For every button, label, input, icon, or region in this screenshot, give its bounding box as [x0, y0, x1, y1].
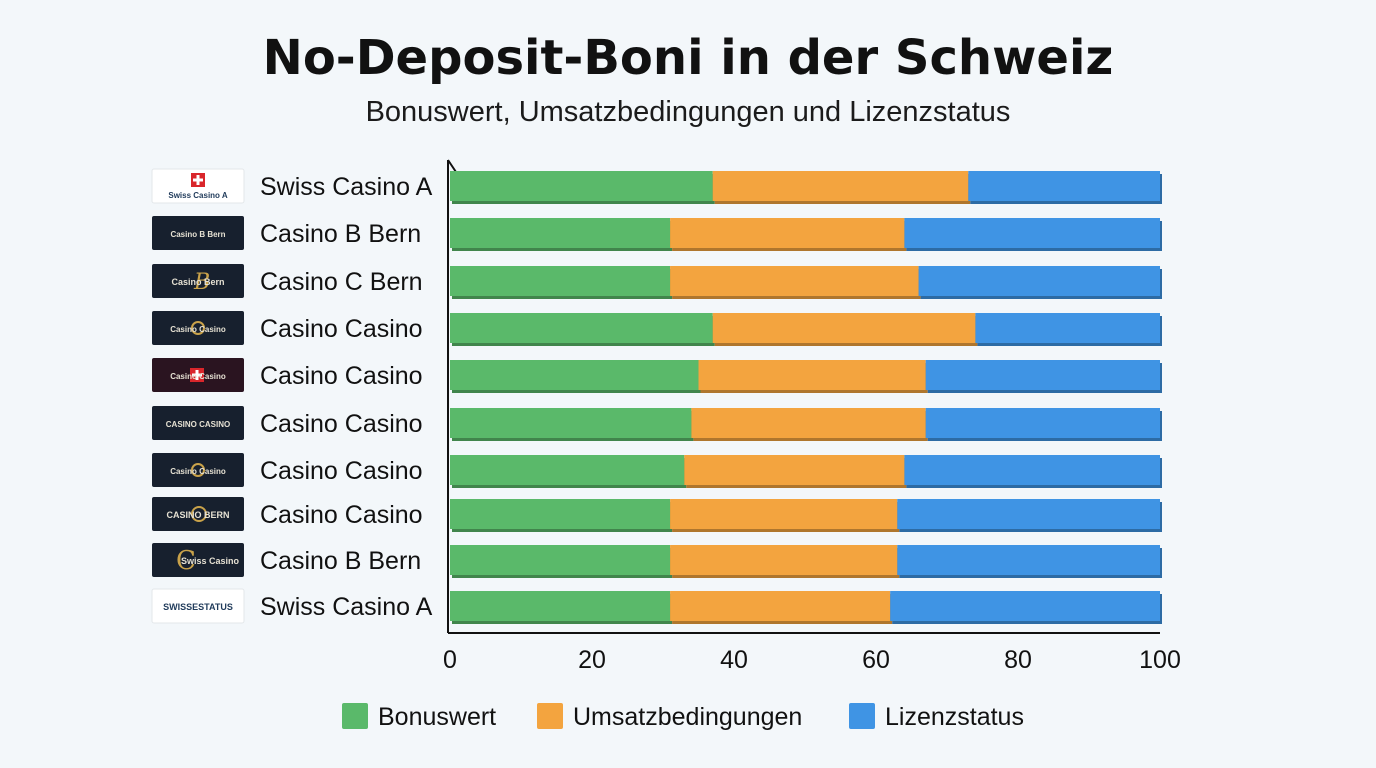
category-label: Casino Casino	[260, 410, 423, 438]
bar-segment-lizenzstatus	[968, 171, 1160, 201]
category-label: Casino Casino	[260, 362, 423, 390]
bar-segment-lizenzstatus	[904, 455, 1160, 485]
category-label: Casino Casino	[260, 501, 423, 529]
casino-logo	[152, 264, 244, 298]
chart-title: No-Deposit-Boni in der Schweiz	[262, 30, 1114, 86]
bar-segment-bonuswert	[450, 408, 692, 438]
category-label: Casino Casino	[260, 315, 423, 343]
bar-segment-lizenzstatus	[897, 545, 1160, 575]
casino-logo-text: Casino B Bern	[170, 230, 225, 239]
bar-segment-lizenzstatus	[925, 408, 1160, 438]
c-monogram-icon: C	[176, 546, 196, 576]
casino-logo-text: CASINO BERN	[166, 510, 229, 520]
category-label: Casino Casino	[260, 457, 423, 485]
casino-logo-text: Casino Casino	[170, 372, 226, 381]
x-tick-label: 40	[720, 646, 748, 674]
bar-segment-bonuswert	[450, 171, 713, 201]
casino-logo-text: Swiss Casino	[181, 556, 240, 566]
emblem-icon	[191, 321, 205, 335]
x-tick-label: 100	[1139, 646, 1181, 674]
swiss-cross-bar	[196, 175, 200, 185]
casino-logo	[152, 543, 244, 577]
casino-logo	[152, 216, 244, 250]
x-tick-label: 80	[1004, 646, 1032, 674]
category-label: Swiss Casino A	[260, 593, 433, 621]
y-axis-cap	[447, 159, 457, 173]
bar-segment-umsatzbedingungen	[670, 499, 898, 529]
legend-label: Umsatzbedingungen	[573, 703, 802, 731]
bar-segment-bonuswert	[450, 218, 671, 248]
emblem-icon	[191, 463, 205, 477]
category-label: Casino B Bern	[260, 220, 421, 248]
bar-segment-umsatzbedingungen	[691, 408, 926, 438]
casino-logo	[152, 311, 244, 345]
bar-segment-umsatzbedingungen	[712, 171, 969, 201]
bar-segment-umsatzbedingungen	[684, 455, 905, 485]
bar-segment-umsatzbedingungen	[670, 266, 919, 296]
x-tick-label: 20	[578, 646, 606, 674]
casino-logo	[152, 406, 244, 440]
legend-swatch	[849, 703, 875, 729]
b-monogram-icon: B	[193, 270, 210, 295]
casino-logo-text: Swiss Casino A	[168, 191, 228, 200]
bar-segment-bonuswert	[450, 360, 699, 390]
bar-segment-umsatzbedingungen	[670, 545, 898, 575]
bar-segment-bonuswert	[450, 266, 671, 296]
bar-segment-bonuswert	[450, 591, 671, 621]
casino-logo-text: SWISSESTATUS	[163, 602, 233, 612]
swiss-cross-bar	[195, 370, 199, 380]
x-tick-label: 0	[443, 646, 457, 674]
casino-logo	[152, 453, 244, 487]
bar-segment-lizenzstatus	[918, 266, 1160, 296]
casino-logo	[151, 588, 245, 624]
casino-logo	[152, 497, 244, 531]
bar-segment-umsatzbedingungen	[670, 218, 905, 248]
chart-subtitle: Bonuswert, Umsatzbedingungen und Lizenzs…	[365, 96, 1011, 128]
legend-label: Bonuswert	[378, 703, 496, 731]
category-label: Casino C Bern	[260, 268, 423, 296]
legend-swatch	[342, 703, 368, 729]
casino-logo-text: Casino Casino	[170, 325, 226, 334]
bar-segment-lizenzstatus	[897, 499, 1160, 529]
coin-icon	[191, 506, 207, 522]
category-label: Swiss Casino A	[260, 173, 433, 201]
bar-segment-umsatzbedingungen	[698, 360, 926, 390]
casino-logo-text: Casino Casino	[170, 467, 226, 476]
casino-logo-text: Casino Bern	[171, 277, 224, 287]
bar-segment-lizenzstatus	[975, 313, 1160, 343]
bar-segment-bonuswert	[450, 545, 671, 575]
bar-segment-umsatzbedingungen	[670, 591, 891, 621]
bar-segment-bonuswert	[450, 313, 713, 343]
bar-segment-bonuswert	[450, 455, 685, 485]
legend-label: Lizenzstatus	[885, 703, 1024, 731]
casino-logo-text: CASINO CASINO	[166, 420, 230, 429]
bar-segment-lizenzstatus	[925, 360, 1160, 390]
bar-segment-lizenzstatus	[904, 218, 1160, 248]
bar-segment-umsatzbedingungen	[712, 313, 976, 343]
category-label: Casino B Bern	[260, 547, 421, 575]
x-tick-label: 60	[862, 646, 890, 674]
legend-swatch	[537, 703, 563, 729]
bar-segment-bonuswert	[450, 499, 671, 529]
bar-segment-lizenzstatus	[890, 591, 1160, 621]
